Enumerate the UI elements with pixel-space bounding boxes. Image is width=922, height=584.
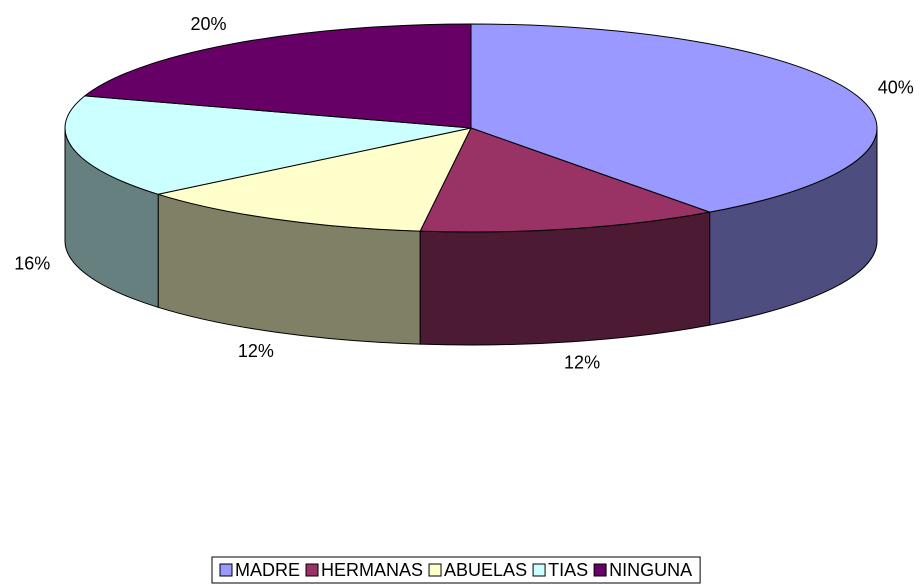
legend-label: MADRE bbox=[235, 560, 300, 580]
legend-label: ABUELAS bbox=[444, 560, 527, 580]
slice bbox=[156, 127, 472, 232]
slice bbox=[83, 23, 472, 129]
value-label: 12% bbox=[238, 341, 274, 361]
value-label: 16% bbox=[14, 254, 50, 274]
legend-swatch bbox=[593, 563, 607, 577]
legend-swatch bbox=[305, 563, 319, 577]
pie bbox=[64, 23, 878, 346]
value-label: 40% bbox=[878, 78, 914, 98]
legend-box bbox=[211, 556, 701, 584]
value-label: 12% bbox=[564, 353, 600, 373]
legend-label: HERMANAS bbox=[321, 560, 423, 580]
legend-label: NINGUNA bbox=[609, 560, 692, 580]
legend-swatch bbox=[532, 563, 546, 577]
value-labels: 40% 12% 12% 16% 20% bbox=[14, 14, 913, 373]
value-label: 20% bbox=[190, 14, 226, 34]
slice bbox=[470, 23, 878, 213]
slice bbox=[64, 95, 472, 195]
legend-swatch bbox=[428, 563, 442, 577]
slice bbox=[419, 127, 712, 233]
legend: MADRE HERMANAS ABUELAS TIAS NINGUNA bbox=[211, 556, 701, 584]
legend-label: TIAS bbox=[548, 560, 588, 580]
legend-swatch bbox=[219, 563, 233, 577]
